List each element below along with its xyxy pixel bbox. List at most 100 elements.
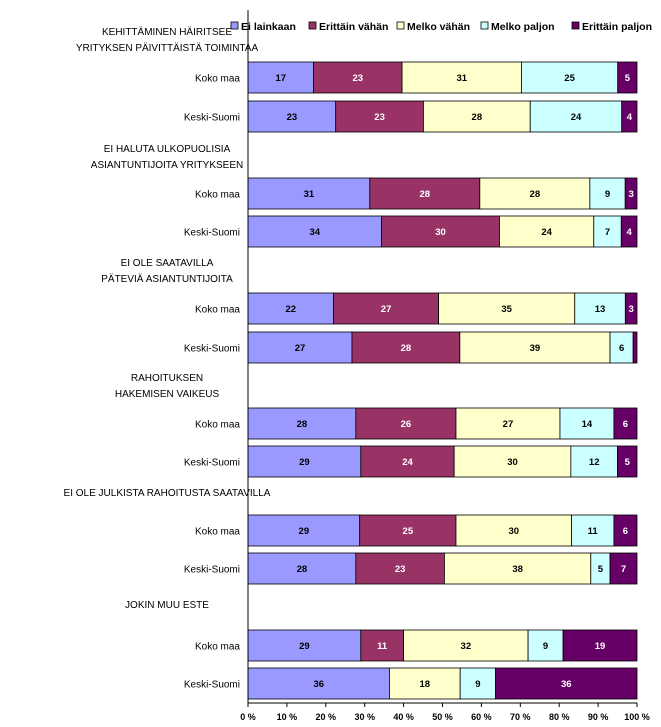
bar-segment-erittain-vahan [351, 331, 461, 364]
bar-segment-melko-paljon [527, 629, 564, 662]
data-label: 9 [475, 679, 480, 690]
x-tick-label: 80 % [549, 712, 570, 722]
data-label: 24 [541, 227, 552, 238]
data-label: 38 [512, 564, 523, 575]
group-title: EI OLE JULKISTA RAHOITUSTA SAATAVILLA [64, 488, 271, 499]
data-label: 4 [627, 112, 633, 123]
bar-segment-erittain-vahan [335, 100, 424, 133]
bar-segment-melko-vahan [438, 292, 576, 325]
bar-segment-erittain-vahan [381, 215, 500, 248]
bar-segment-erittain-paljon [609, 552, 638, 585]
bar-segment-melko-paljon [571, 514, 615, 547]
data-label: 22 [286, 304, 297, 315]
x-tick-label: 0 % [240, 712, 256, 722]
bar-segment-ei-lainkaan [247, 100, 337, 133]
data-label: 17 [275, 73, 286, 84]
data-label: 28 [297, 419, 308, 430]
data-label: 29 [299, 526, 310, 537]
bar-segment-melko-vahan [499, 215, 595, 248]
data-label: 26 [401, 419, 412, 430]
bar-segment-erittain-paljon [613, 407, 638, 440]
data-label: 25 [403, 526, 414, 537]
bar-segment-erittain-vahan [369, 177, 481, 210]
legend-label-ei-lainkaan: Ei lainkaan [241, 21, 296, 33]
data-label: 11 [377, 641, 388, 652]
data-label: 5 [625, 457, 631, 468]
data-label: 30 [508, 526, 519, 537]
bar-segment-erittain-paljon [617, 445, 638, 478]
data-label: 27 [295, 343, 306, 354]
data-label: 28 [401, 343, 412, 354]
bar-segment-ei-lainkaan [247, 215, 382, 248]
bar-segment-erittain-paljon [624, 292, 638, 325]
row-label: Koko maa [195, 190, 240, 201]
bar-segment-ei-lainkaan [247, 514, 361, 547]
legend-label-erittain-vahan: Erittäin vähän [319, 21, 388, 33]
row-label: Keski-Suomi [184, 344, 240, 355]
bar-segment-ei-lainkaan [247, 61, 314, 94]
group-title: YRITYKSEN PÄIVITTÄISTÄ TOIMINTAA [76, 42, 259, 54]
data-label: 9 [543, 641, 548, 652]
legend-label-erittain-paljon: Erittäin paljon [582, 21, 652, 33]
bar-segment-erittain-paljon [613, 514, 638, 547]
data-label: 28 [530, 189, 541, 200]
group-title: HAKEMISEN VAIKEUS [115, 389, 220, 400]
legend-swatch-ei-lainkaan [230, 21, 239, 30]
data-label: 5 [598, 564, 604, 575]
data-label: 4 [626, 227, 632, 238]
bar-segment-melko-vahan [455, 514, 572, 547]
row-label: Koko maa [195, 420, 240, 431]
row-label: Koko maa [195, 74, 240, 85]
data-label: 5 [625, 73, 631, 84]
bar-segment-erittain-vahan [360, 445, 455, 478]
bar-segment-melko-paljon [574, 292, 626, 325]
data-label: 14 [582, 419, 593, 430]
bar-segment-melko-paljon [529, 100, 623, 133]
legend-label-melko-paljon: Melko paljon [491, 21, 555, 33]
bar-segment-erittain-paljon [562, 629, 638, 662]
bar-segment-melko-vahan [479, 177, 591, 210]
data-label: 34 [310, 227, 321, 238]
bar-segment-melko-paljon [570, 445, 618, 478]
row-label: Koko maa [195, 305, 240, 316]
data-label: 23 [287, 112, 298, 123]
data-label: 31 [304, 189, 315, 200]
bar-segment-melko-vahan [455, 407, 561, 440]
bar-segment-erittain-vahan [360, 629, 404, 662]
bar-segment-melko-paljon [593, 215, 622, 248]
bar-segment-erittain-vahan [359, 514, 457, 547]
data-label: 35 [501, 304, 512, 315]
data-label: 23 [395, 564, 406, 575]
bar-segment-erittain-vahan [313, 61, 403, 94]
bar-segment-melko-vahan [444, 552, 592, 585]
group-title: KEHITTÄMINEN HÄIRITSEE [102, 26, 232, 38]
group-title: JOKIN MUU ESTE [125, 600, 209, 611]
legend: Ei lainkaan Erittäin vähän Melko vähän Melk… [230, 21, 652, 33]
row-label: Koko maa [195, 642, 240, 653]
row-label: Keski-Suomi [184, 228, 240, 239]
x-tick-label: 100 % [624, 712, 650, 722]
bar-segment-ei-lainkaan [247, 407, 357, 440]
x-tick-label: 10 % [277, 712, 298, 722]
x-tick-label: 90 % [588, 712, 609, 722]
data-label: 13 [595, 304, 606, 315]
bar-segment-erittain-paljon [495, 667, 638, 700]
x-tick-label: 60 % [471, 712, 492, 722]
x-tick-label: 30 % [354, 712, 375, 722]
data-label: 23 [352, 73, 363, 84]
data-label: 18 [420, 679, 431, 690]
legend-swatch-erittain-vahan [308, 21, 317, 30]
row-label: Keski-Suomi [184, 565, 240, 576]
data-label: 28 [297, 564, 308, 575]
bar-segment-erittain-vahan [355, 552, 445, 585]
group-title: RAHOITUKSEN [131, 373, 203, 384]
bar-segment-melko-vahan [403, 629, 529, 662]
bar-segment-ei-lainkaan [247, 331, 353, 364]
data-label: 6 [623, 526, 628, 537]
data-label: 36 [313, 679, 324, 690]
bar-segment-erittain-vahan [333, 292, 440, 325]
legend-swatch-melko-vahan [396, 21, 405, 30]
data-label: 19 [595, 641, 606, 652]
data-label: 28 [472, 112, 483, 123]
